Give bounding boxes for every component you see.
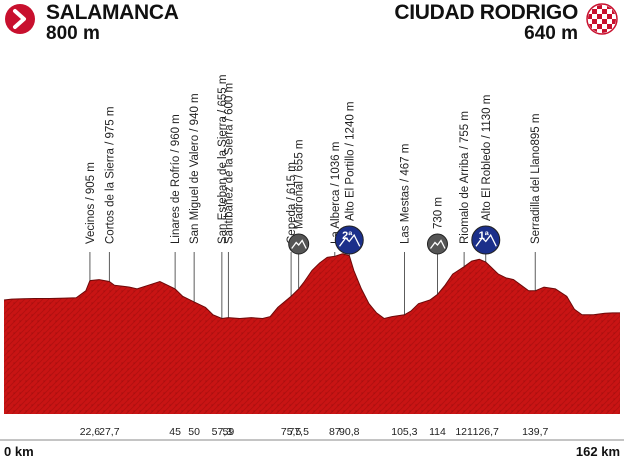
start-km-label: 0 km xyxy=(4,444,34,459)
waypoint-km-label: 59 xyxy=(223,426,235,438)
waypoint-7: Madroñal / 655 m 77,5 xyxy=(288,140,310,438)
waypoint-name-label: Cortos de la Sierra / 975 m xyxy=(104,107,116,244)
waypoint-name-label: Serradilla del Llano895 m xyxy=(530,114,542,244)
waypoint-4: San Esteban de la Sierra / 655 m 57,3 xyxy=(212,75,233,438)
finish-flag-icon xyxy=(586,3,618,35)
climb-category-label: 2ª xyxy=(342,230,353,242)
finish-city: CIUDAD RODRIGO xyxy=(394,1,578,24)
waypoint-8: La Alberca / 1036 m 87 xyxy=(329,142,342,438)
waypoint-name-label: Cepeda / 615 m xyxy=(286,162,298,244)
waypoint-name-label: Santibáñez de la Sierra / 600 m xyxy=(223,83,235,244)
waypoint-name-label: San Miguel de Valero / 940 m xyxy=(189,93,201,244)
waypoint-name-label: Riomalo de Arriba / 755 m xyxy=(459,111,471,244)
start-arrow-icon xyxy=(5,4,35,34)
waypoint-km-label: 114 xyxy=(429,426,446,438)
waypoint-name-label: San Esteban de la Sierra / 655 m xyxy=(217,75,229,244)
finish-header: CIUDAD RODRIGO 640 m xyxy=(394,2,578,44)
waypoint-km-label: 90,8 xyxy=(339,426,360,438)
waypoint-km-label: 45 xyxy=(169,426,181,438)
waypoint-name-label: Linares de Rofrío / 960 m xyxy=(170,114,182,244)
waypoint-11: 730 m 114 xyxy=(426,197,448,438)
waypoint-km-label: 57,3 xyxy=(212,426,233,438)
waypoint-3: San Miguel de Valero / 940 m 50 xyxy=(188,93,201,438)
waypoint-10: Las Mestas / 467 m 105,3 xyxy=(391,144,417,438)
waypoint-13: 1ª Alto El Robledo / 1130 m 126,7 xyxy=(471,95,501,438)
waypoint-km-label: 126,7 xyxy=(473,426,499,438)
start-header: SALAMANCA 800 m xyxy=(46,2,179,44)
waypoint-name-label: Las Mestas / 467 m xyxy=(399,144,411,244)
waypoint-km-label: 87 xyxy=(329,426,341,438)
waypoint-km-label: 75,5 xyxy=(281,426,302,438)
waypoint-km-label: 139,7 xyxy=(522,426,548,438)
waypoint-km-label: 105,3 xyxy=(391,426,417,438)
waypoint-1: Cortos de la Sierra / 975 m 27,7 xyxy=(99,107,120,438)
climb-category-badge: 1ª xyxy=(471,225,501,255)
waypoint-12: Riomalo de Arriba / 755 m 121 xyxy=(455,111,473,438)
waypoint-0: Vecinos / 905 m 22,6 xyxy=(80,162,101,438)
finish-altitude: 640 m xyxy=(524,23,578,44)
waypoint-km-label: 77,5 xyxy=(288,426,309,438)
start-altitude: 800 m xyxy=(46,23,100,44)
waypoint-name-label: La Alberca / 1036 m xyxy=(330,142,342,244)
waypoint-14: Serradilla del Llano895 m 139,7 xyxy=(522,114,548,438)
sprint-mountain-icon xyxy=(288,233,310,255)
start-city: SALAMANCA xyxy=(46,1,179,24)
waypoint-5: Santibáñez de la Sierra / 600 m 59 xyxy=(223,83,236,438)
waypoint-name-label: Madroñal / 655 m xyxy=(294,140,306,230)
waypoint-name-label: 730 m xyxy=(432,197,444,229)
waypoint-6: Cepeda / 615 m 75,5 xyxy=(281,162,302,438)
finish-km-label: 162 km xyxy=(576,444,620,459)
climb-category-badge: 2ª xyxy=(334,225,364,255)
waypoint-9: 2ª Alto El Portillo / 1240 m 90,8 xyxy=(334,101,364,438)
sprint-mountain-icon xyxy=(426,233,448,255)
elevation-profile-line xyxy=(3,253,620,320)
waypoint-2: Linares de Rofrío / 960 m 45 xyxy=(169,114,182,438)
waypoint-name-label: Alto El Portillo / 1240 m xyxy=(344,101,356,221)
waypoint-km-label: 22,6 xyxy=(80,426,101,438)
waypoint-km-label: 27,7 xyxy=(99,426,120,438)
climb-category-label: 1ª xyxy=(479,230,490,242)
waypoint-name-label: Vecinos / 905 m xyxy=(85,162,97,244)
elevation-profile-area xyxy=(4,253,620,414)
waypoint-km-label: 50 xyxy=(188,426,200,438)
waypoint-km-label: 121 xyxy=(455,426,473,438)
waypoint-name-label: Alto El Robledo / 1130 m xyxy=(481,95,493,221)
